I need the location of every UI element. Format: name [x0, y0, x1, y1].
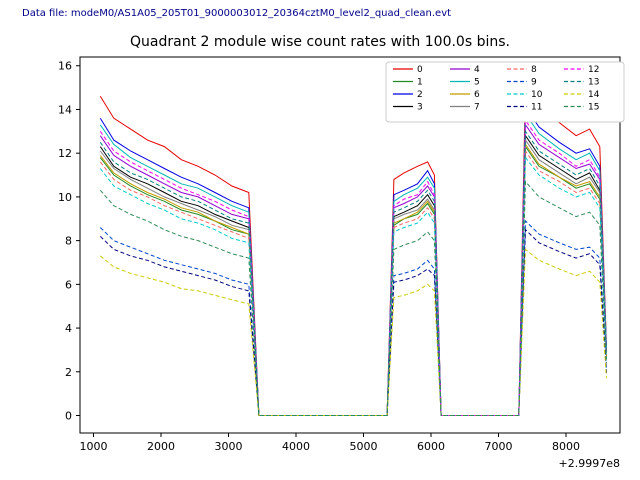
y-tick-label: 2 — [65, 366, 72, 379]
legend-label-11: 11 — [531, 103, 542, 113]
series-line-5 — [99, 112, 607, 416]
legend-label-5: 5 — [474, 78, 480, 88]
x-tick-label: 2000 — [147, 440, 175, 453]
y-tick-label: 10 — [58, 191, 72, 204]
series-line-0 — [99, 81, 607, 416]
axes-box — [79, 56, 621, 434]
y-tick-label: 6 — [65, 278, 72, 291]
legend-label-6: 6 — [474, 90, 480, 100]
series-line-13 — [99, 129, 607, 416]
y-tick-label: 8 — [65, 235, 72, 248]
legend-label-10: 10 — [531, 90, 543, 100]
legend-label-14: 14 — [588, 90, 600, 100]
series-line-6 — [99, 142, 607, 416]
x-tick-label: 5000 — [350, 440, 378, 453]
legend-label-3: 3 — [417, 103, 423, 113]
series-lines — [99, 81, 607, 416]
series-line-10 — [99, 156, 607, 416]
x-offset-label: +2.9997e8 — [559, 457, 620, 470]
legend-label-2: 2 — [417, 90, 423, 100]
legend-label-8: 8 — [531, 65, 537, 75]
legend-label-0: 0 — [417, 65, 423, 75]
datafile-label: Data file: modeM0/AS1A05_205T01_90000030… — [22, 8, 452, 19]
series-line-12 — [99, 118, 607, 416]
y-tick-label: 14 — [58, 103, 72, 116]
legend-label-9: 9 — [531, 78, 537, 88]
series-line-1 — [99, 145, 607, 416]
x-tick-label: 8000 — [552, 440, 580, 453]
legend-label-1: 1 — [417, 78, 423, 88]
x-tick-label: 4000 — [282, 440, 310, 453]
series-line-15 — [99, 180, 607, 416]
series-line-11 — [99, 228, 607, 416]
chart-title: Quadrant 2 module wise count rates with … — [130, 34, 510, 50]
y-tick-label: 0 — [65, 410, 72, 423]
x-tick-label: 1000 — [80, 440, 108, 453]
series-line-9 — [99, 219, 607, 416]
legend-label-12: 12 — [588, 65, 599, 75]
legend-label-13: 13 — [588, 78, 599, 88]
y-tick-label: 16 — [58, 60, 72, 73]
legend-label-15: 15 — [588, 103, 599, 113]
legend-label-4: 4 — [474, 65, 480, 75]
y-tick-label: 12 — [58, 147, 72, 160]
series-line-8 — [99, 149, 607, 416]
y-tick-label: 4 — [65, 322, 72, 335]
x-axis: 1000 2000 3000 4000 5000 6000 7000 8000 +2.9997e… — [80, 433, 620, 470]
x-tick-label: 3000 — [215, 440, 243, 453]
series-line-14 — [99, 248, 607, 416]
series-line-7 — [99, 138, 607, 416]
series-line-2 — [99, 105, 607, 416]
series-line-4 — [99, 123, 607, 416]
x-tick-label: 6000 — [417, 440, 445, 453]
y-axis: 0 2 4 6 8 10 12 14 16 — [58, 60, 80, 423]
legend-label-7: 7 — [474, 103, 480, 113]
x-tick-label: 7000 — [485, 440, 513, 453]
series-line-3 — [99, 134, 607, 416]
